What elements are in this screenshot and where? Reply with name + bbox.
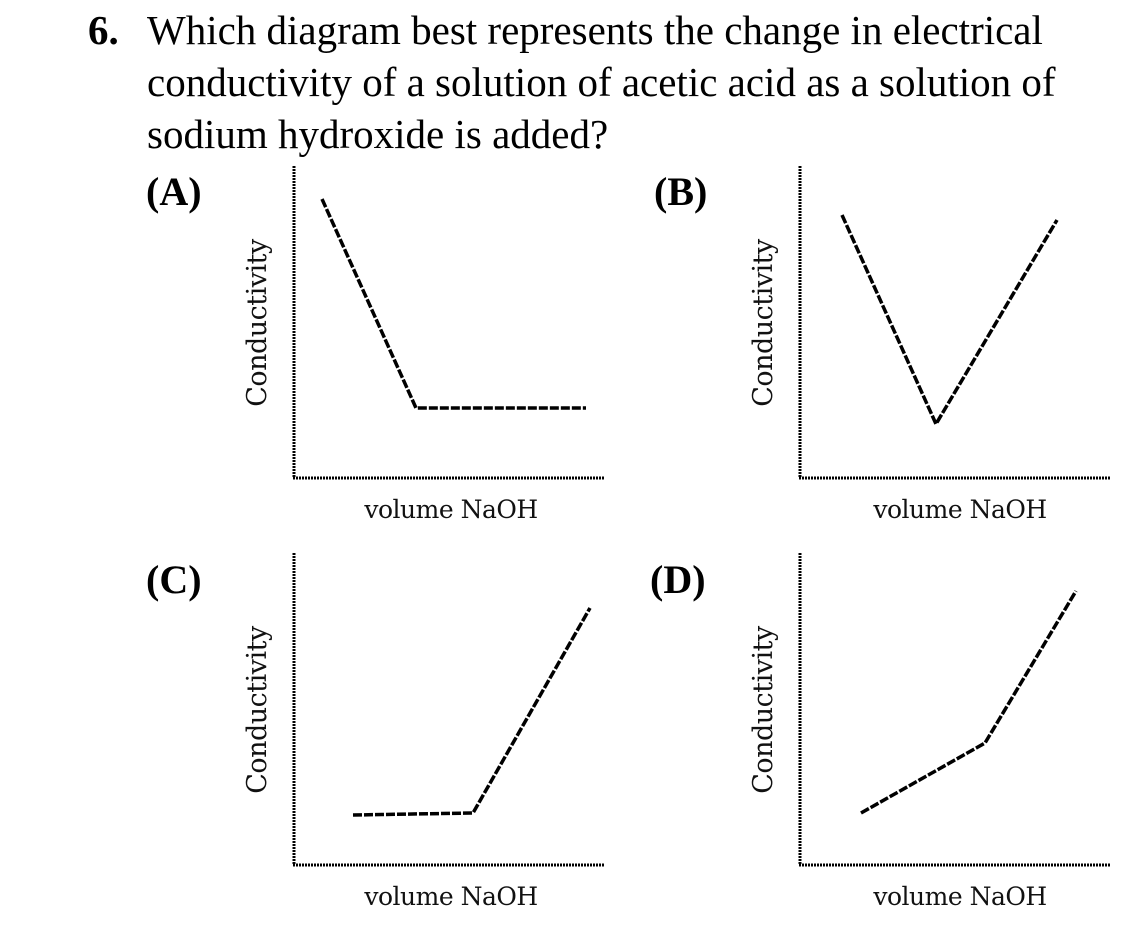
graph-b-xlabel: volume NaOH xyxy=(873,495,1047,524)
choice-a-label: (A) xyxy=(146,169,202,214)
choice-c-label: (C) xyxy=(146,557,202,602)
graph-c-xlabel: volume NaOH xyxy=(364,882,538,911)
graph-a-xlabel: volume NaOH xyxy=(364,495,538,524)
choice-b-label: (B) xyxy=(654,169,708,214)
question-number: 6. xyxy=(88,7,119,53)
graph-d-xlabel: volume NaOH xyxy=(873,882,1047,911)
graph-c-curve xyxy=(352,607,592,817)
graph-b-curve xyxy=(840,214,1059,428)
choice-d-label: (D) xyxy=(650,557,706,602)
graph-d-curve xyxy=(860,590,1078,815)
graph-a-curve xyxy=(320,198,586,410)
question-text: Which diagram best represents the change… xyxy=(147,7,1056,157)
